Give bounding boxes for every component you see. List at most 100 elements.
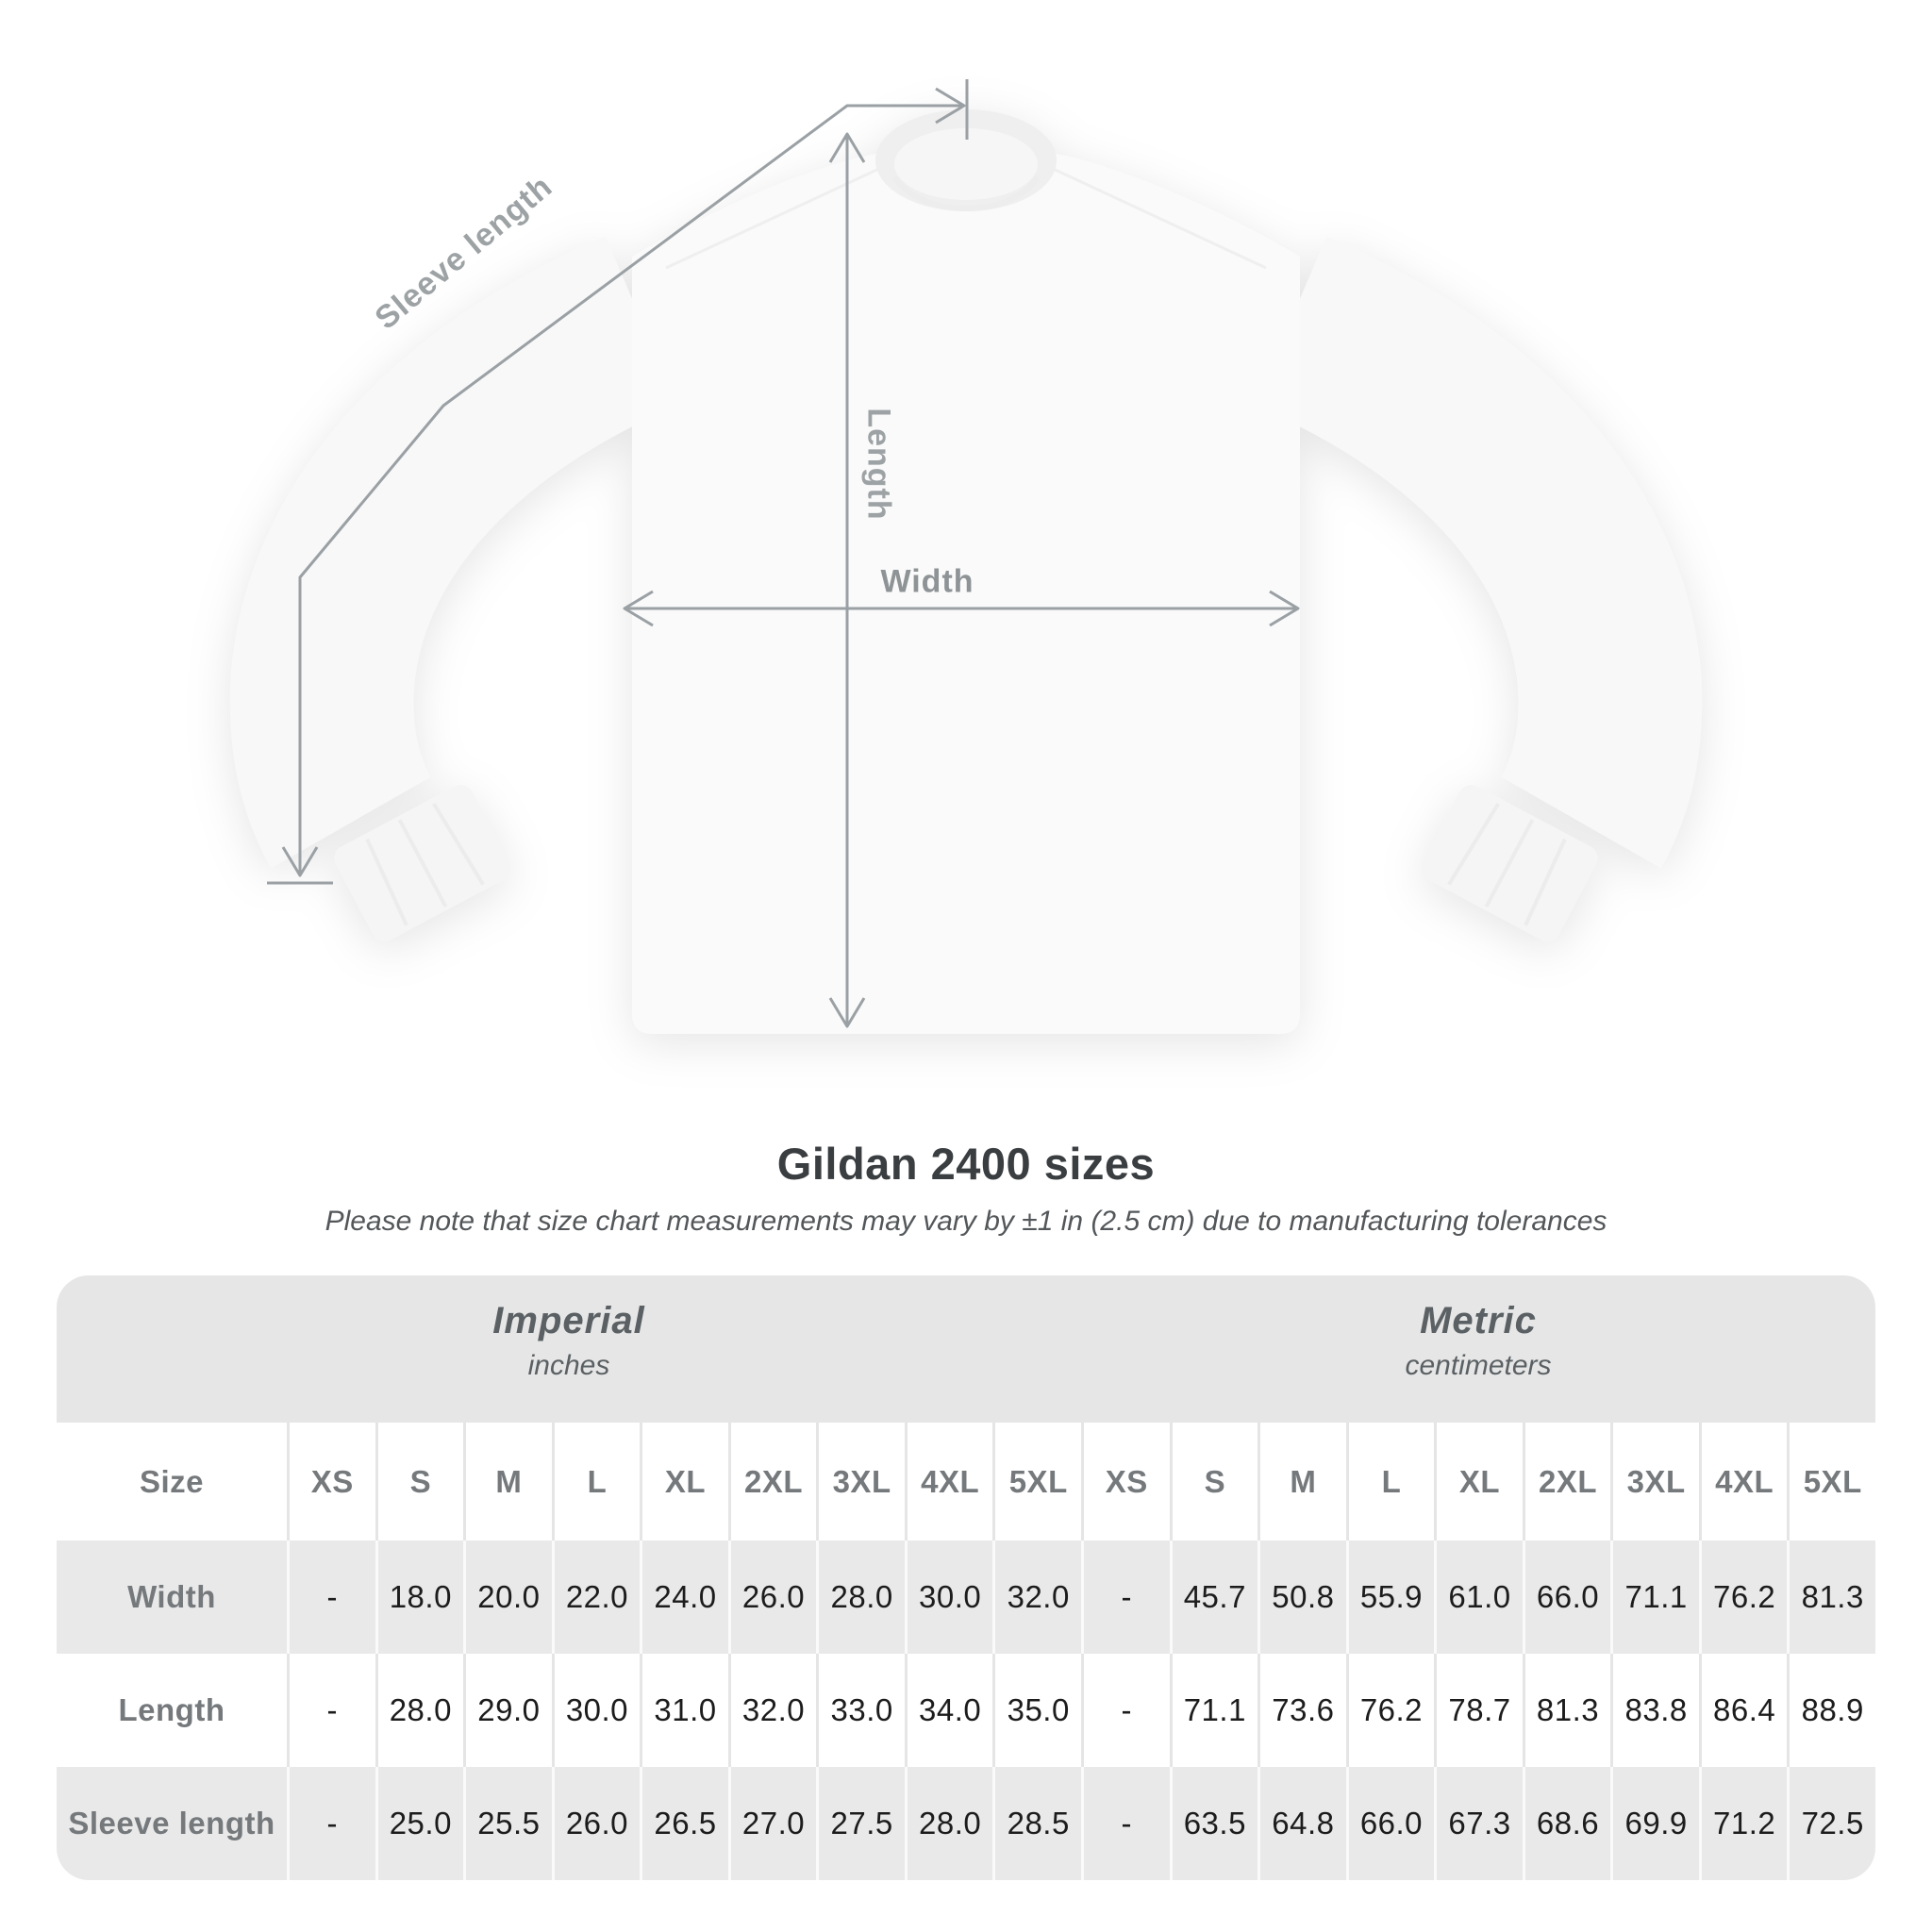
left-sleeve <box>229 236 679 869</box>
row-label: Length <box>118 1692 225 1727</box>
value-cell: 28.0 <box>375 1654 464 1767</box>
size-column-header: L <box>551 1423 641 1541</box>
value-cell: 45.7 <box>1169 1541 1258 1654</box>
length-arrow <box>828 132 866 1028</box>
size-column-header: 4XL <box>1698 1423 1788 1541</box>
value-cell: 76.2 <box>1698 1541 1788 1654</box>
shirt-illustration <box>229 79 1703 1034</box>
length-label: Length <box>860 408 897 521</box>
collar-band <box>891 175 1041 211</box>
value-cell: 27.0 <box>727 1767 817 1880</box>
tolerance-note: Please note that size chart measurements… <box>325 1206 1607 1237</box>
value-cell: 24.0 <box>640 1541 728 1654</box>
shirt-graphic <box>229 109 1703 1034</box>
size-column-header: XL <box>1434 1423 1523 1541</box>
size-column-header: XS <box>287 1423 375 1541</box>
value-cell: 83.8 <box>1610 1654 1699 1767</box>
value-cell: - <box>287 1541 375 1654</box>
value-cell: 71.1 <box>1169 1654 1258 1767</box>
value-cell: 30.0 <box>904 1541 993 1654</box>
value-cell: 81.3 <box>1787 1541 1875 1654</box>
value-cell: - <box>287 1654 375 1767</box>
size-column-header: L <box>1345 1423 1435 1541</box>
value-cell: 64.8 <box>1257 1767 1346 1880</box>
value-cell: 88.9 <box>1787 1654 1875 1767</box>
value-cell: 73.6 <box>1257 1654 1346 1767</box>
value-cell: 63.5 <box>1169 1767 1258 1880</box>
imperial-header: Imperial inches <box>57 1275 1081 1423</box>
value-cell: 26.0 <box>551 1767 641 1880</box>
value-cell: 28.0 <box>904 1767 993 1880</box>
size-column-header: 5XL <box>1787 1423 1875 1541</box>
value-cell: 30.0 <box>551 1654 641 1767</box>
value-cell: - <box>1081 1541 1170 1654</box>
value-cell: - <box>287 1767 375 1880</box>
width-arrow <box>623 590 1300 627</box>
value-cell: 66.0 <box>1522 1541 1611 1654</box>
measurement-marks <box>267 79 1300 1028</box>
size-column-header: 5XL <box>992 1423 1081 1541</box>
value-cell: 86.4 <box>1698 1654 1788 1767</box>
metric-unit: centimeters <box>1405 1350 1552 1381</box>
size-column-header: M <box>1257 1423 1346 1541</box>
value-cell: 27.5 <box>816 1767 905 1880</box>
value-cell: 32.0 <box>992 1541 1081 1654</box>
table-row: Sleeve length -25.0 25.5 26.0 26.5 27.0 27.5 28… <box>57 1767 1875 1880</box>
value-cell: 69.9 <box>1610 1767 1699 1880</box>
size-column-header: S <box>375 1423 464 1541</box>
table-row: Width -18.0 20.0 22.0 24.0 26.0 28.0 30.0 32.0-4… <box>57 1541 1875 1654</box>
value-cell: 76.2 <box>1345 1654 1435 1767</box>
size-column-header: 4XL <box>904 1423 993 1541</box>
value-cell: 25.5 <box>463 1767 552 1880</box>
right-cuff <box>1421 784 1598 942</box>
value-cell: 28.5 <box>992 1767 1081 1880</box>
table-row: Length -28.0 29.0 30.0 31.0 32.0 33.0 34.0 35.0-… <box>57 1654 1875 1767</box>
value-cell: 28.0 <box>816 1541 905 1654</box>
size-column-header: 2XL <box>727 1423 817 1541</box>
imperial-title: Imperial <box>492 1300 645 1341</box>
size-column-header: 3XL <box>1610 1423 1699 1541</box>
value-cell: 18.0 <box>375 1541 464 1654</box>
right-shoulder-seam <box>1046 164 1267 270</box>
page-title: Gildan 2400 sizes <box>776 1139 1156 1189</box>
row-label: Width <box>127 1579 216 1614</box>
value-cell: 71.2 <box>1698 1767 1788 1880</box>
value-cell: 81.3 <box>1522 1654 1611 1767</box>
unit-header-band: Imperial inches Metric centimeters <box>57 1275 1875 1423</box>
size-chart-table: Imperial inches Metric centimeters Size X… <box>57 1275 1875 1880</box>
value-cell: 72.5 <box>1787 1767 1875 1880</box>
value-cell: 71.1 <box>1610 1541 1699 1654</box>
size-grid: Size XS S M L XL 2XL 3XL 4XL 5XL XS S M L XL 2XL 3XL 4XL 5… <box>57 1423 1875 1880</box>
size-diagram: Sleeve length Length Width <box>229 79 1703 1034</box>
value-cell: 25.0 <box>375 1767 464 1880</box>
metric-header: Metric centimeters <box>1081 1275 1875 1423</box>
value-cell: 50.8 <box>1257 1541 1346 1654</box>
right-sleeve <box>1253 236 1703 869</box>
size-column-header: 2XL <box>1522 1423 1611 1541</box>
table-header-row: Size XS S M L XL 2XL 3XL 4XL 5XL XS S M L XL 2XL 3XL 4XL 5… <box>57 1423 1875 1541</box>
value-cell: 67.3 <box>1434 1767 1523 1880</box>
value-cell: 33.0 <box>816 1654 905 1767</box>
imperial-unit: inches <box>527 1350 610 1381</box>
value-cell: 68.6 <box>1522 1767 1611 1880</box>
sleeve-length-arrow <box>267 79 969 885</box>
value-cell: 78.7 <box>1434 1654 1523 1767</box>
value-cell: - <box>1081 1767 1170 1880</box>
value-cell: 31.0 <box>640 1654 728 1767</box>
left-cuff <box>334 784 511 942</box>
collar-inner <box>894 128 1038 200</box>
size-column-header: S <box>1169 1423 1258 1541</box>
value-cell: 32.0 <box>727 1654 817 1767</box>
value-cell: 26.5 <box>640 1767 728 1880</box>
size-column-header: XL <box>640 1423 728 1541</box>
size-column-header: 3XL <box>816 1423 905 1541</box>
value-cell: 61.0 <box>1434 1541 1523 1654</box>
size-column-header: M <box>463 1423 552 1541</box>
size-header-cell: Size <box>139 1463 205 1499</box>
value-cell: 35.0 <box>992 1654 1081 1767</box>
value-cell: 29.0 <box>463 1654 552 1767</box>
value-cell: - <box>1081 1654 1170 1767</box>
value-cell: 26.0 <box>727 1541 817 1654</box>
row-label: Sleeve length <box>68 1806 275 1840</box>
width-label: Width <box>880 563 974 600</box>
